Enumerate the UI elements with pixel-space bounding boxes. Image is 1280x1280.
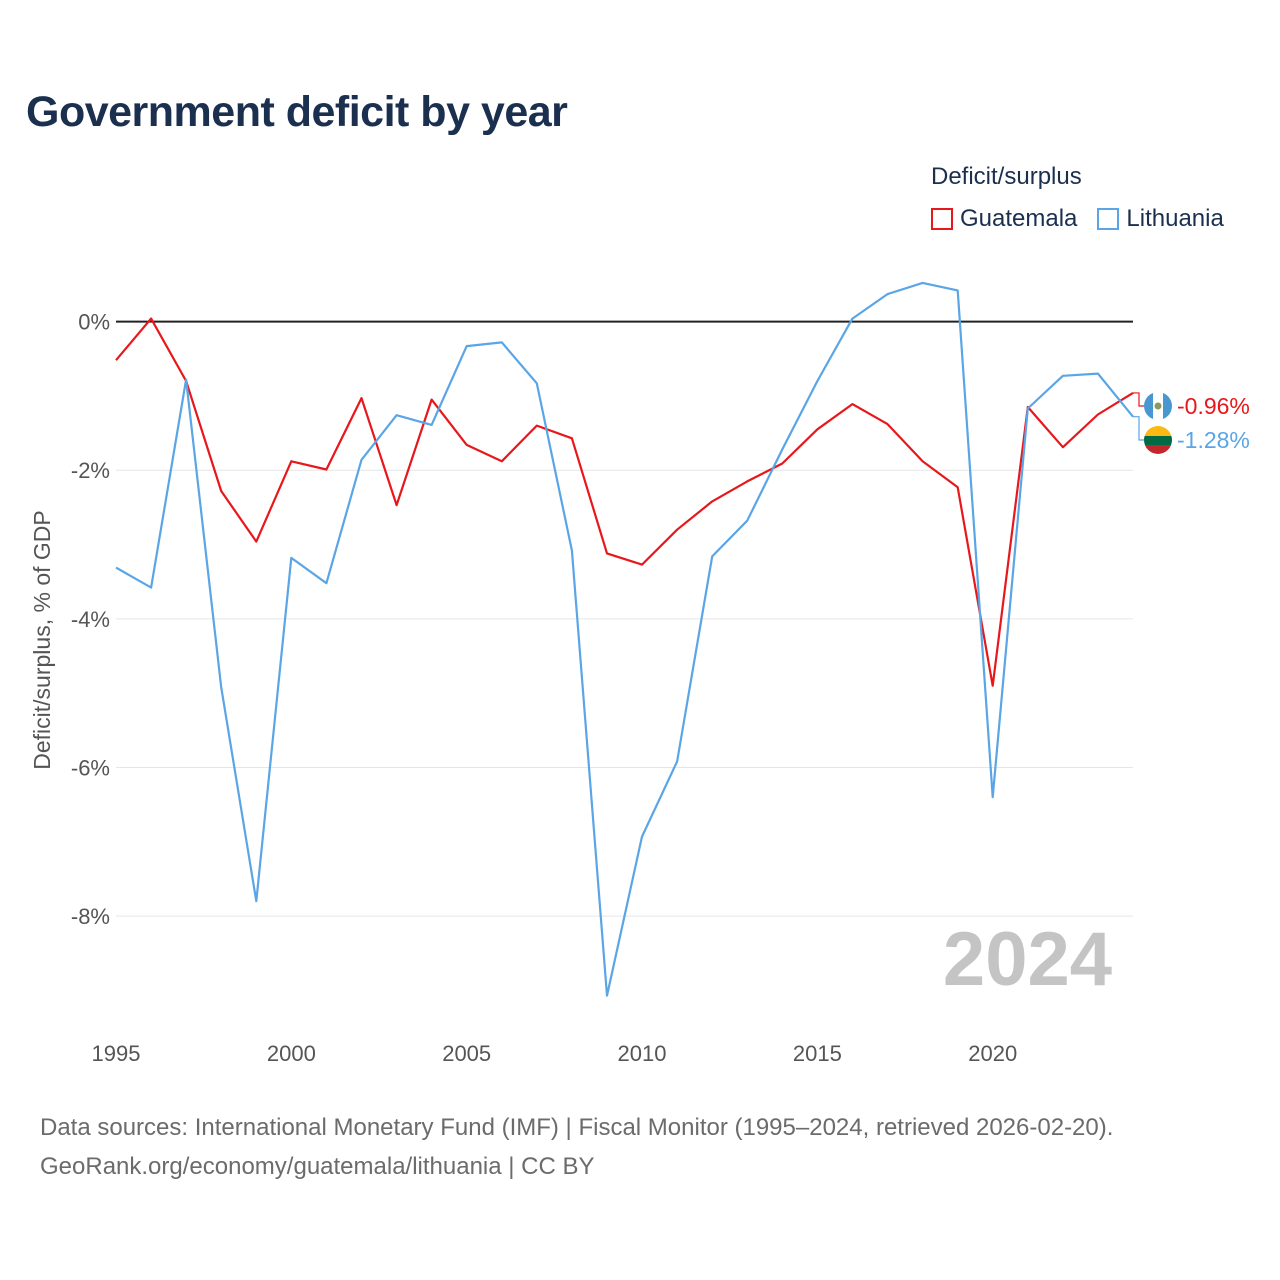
legend-item-lithuania[interactable]: Lithuania [1097,205,1224,233]
series-lines [115,281,1134,997]
chart-title: Government deficit by year [26,88,568,136]
y-tick-label: -6% [71,755,110,780]
series-line-guatemala [115,317,1134,687]
flag-green [1144,436,1172,445]
end-label-guatemala: -0.96% [1177,393,1250,419]
legend-title: Deficit/surplus [931,163,1082,190]
legend-swatch-guatemala [931,208,953,230]
x-tick-label: 2020 [968,1041,1017,1066]
y-tick-label: 0% [78,310,110,335]
x-tick-label: 2010 [618,1041,667,1066]
flag-body [1144,392,1172,420]
series-line-lithuania [115,281,1134,997]
end-label-lithuania: -1.28% [1177,427,1250,453]
x-tick-label: 1995 [92,1041,141,1066]
footer: Data sources: International Monetary Fun… [40,1108,1113,1186]
connector-guatemala [1133,392,1144,407]
x-tick-label: 2015 [793,1041,842,1066]
y-tick-label: -4% [71,607,110,632]
end-labels: -0.96% -1.28% [1133,392,1250,454]
x-tick-label: 2000 [267,1041,316,1066]
legend-label-guatemala: Guatemala [960,205,1078,232]
flag-red [1144,445,1172,454]
flag-body [1144,426,1172,454]
legend-item-guatemala[interactable]: Guatemala [931,205,1077,233]
flag-blue-left [1144,392,1153,420]
y-axis-label: Deficit/surplus, % of GDP [29,510,55,769]
legend-label-lithuania: Lithuania [1126,205,1224,232]
year-watermark: 2024 [943,917,1112,1002]
flag-blue-right [1163,392,1172,420]
legend-swatch-lithuania [1097,208,1120,230]
flag-guatemala-icon [1144,392,1172,420]
flag-yellow [1144,426,1172,436]
attribution-link[interactable]: GeoRank.org/economy/guatemala/lithuania … [40,1153,595,1180]
connector-lithuania [1133,416,1144,441]
y-tick-label: -2% [71,458,110,483]
x-axis-ticks: 1995 2000 2005 2010 2015 2020 [92,1041,1018,1066]
y-axis-ticks: 0% -2% -4% -6% -8% [71,310,110,930]
source-note: Data sources: International Monetary Fun… [40,1114,1114,1141]
y-tick-label: -8% [71,904,110,929]
flag-lithuania-icon [1144,426,1172,454]
legend: Guatemala Lithuania [931,205,1224,233]
x-tick-label: 2005 [442,1041,491,1066]
flag-emblem [1154,402,1162,410]
